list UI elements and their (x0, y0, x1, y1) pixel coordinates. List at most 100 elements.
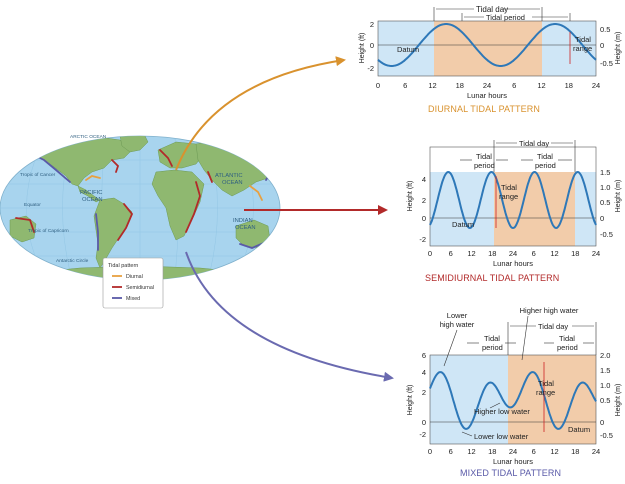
chart-mixed: Lower high water Higher high water Tidal… (407, 306, 622, 466)
diurnal-label-range-2: range (573, 44, 592, 53)
map-legend: Tidal pattern Diurnal Semidiurnal Mixed (102, 257, 164, 309)
semidiurnal-coast-redsea (207, 171, 213, 183)
mixed-xtick: 0 (428, 447, 432, 456)
mixed-label-lhw-1: Lower (447, 311, 468, 320)
map-label-indian-2: OCEAN (235, 225, 256, 231)
diurnal-xtick: 0 (376, 81, 380, 90)
diurnal-xtick: 12 (537, 81, 545, 90)
mixed-llw-pointer (461, 431, 473, 437)
semidiurnal-tide-curve (429, 170, 597, 230)
africa (151, 169, 205, 241)
semidiurnal-ylabel-right: Height (m) (615, 180, 622, 213)
mixed-ytick-right: 2.0 (600, 351, 610, 360)
caption-semidiurnal: SEMIDIURNAL TIDAL PATTERN (425, 273, 560, 283)
mixed-xtick: 24 (592, 447, 600, 456)
semidiurnal-label-tidal-day: Tidal day (519, 139, 549, 148)
semidiurnal-xtick: 24 (592, 249, 600, 258)
semidiurnal-band-middle (494, 172, 575, 246)
diurnal-coast-gulf (85, 175, 101, 181)
chart-diurnal: Tidal day Tidal period Tidal range Datum… (359, 5, 622, 100)
mixed-label-period2-a: Tidal (559, 334, 575, 343)
mixed-ylabel-left: Height (ft) (407, 385, 414, 416)
map-coastline-tides (15, 149, 274, 251)
semidiurnal-label-range-2: range (499, 192, 518, 201)
semidiurnal-ytick-right: 0.5 (600, 198, 610, 207)
mixed-label-period2-b: period (557, 343, 578, 352)
semidiurnal-label-range-1: Tidal (501, 183, 517, 192)
mixed-label-hlw: Higher low water (474, 407, 530, 416)
diurnal-xtick: 18 (456, 81, 464, 90)
semidiurnal-xtick: 0 (428, 249, 432, 258)
diurnal-ytick-right: 0.5 (600, 25, 610, 34)
semidiurnal-band-right (575, 172, 596, 246)
semidiurnal-label-period2-a: Tidal (537, 152, 553, 161)
mixed-label-datum: Datum (568, 425, 590, 434)
mixed-tide-curve (429, 371, 597, 430)
map-label-pacific-1: PACIFIC (80, 190, 102, 196)
caption-mixed: MIXED TIDAL PATTERN (460, 468, 562, 478)
diurnal-xtick: 12 (428, 81, 436, 90)
map-label-indian-1: INDIAN (233, 218, 253, 224)
arrow-to-mixed (185, 251, 394, 382)
diurnal-label-tidal-period: Tidal period (486, 13, 525, 22)
diurnal-band-left (378, 21, 434, 76)
diurnal-label-datum: Datum (397, 45, 419, 54)
world-map: ARCTIC OCEAN ATLANTIC OCEAN PACIFIC OCEA… (0, 134, 281, 309)
diurnal-ytick-left: 0 (370, 41, 374, 50)
mixed-label-tidal-day: Tidal day (538, 322, 568, 331)
mixed-ytick-right: 1.0 (600, 381, 610, 390)
map-label-atlantic-1: ATLANTIC (215, 173, 243, 179)
mixed-label-period1-b: period (482, 343, 503, 352)
mixed-band-right (508, 355, 596, 444)
diurnal-xtick: 24 (592, 81, 600, 90)
mixed-label-range-1: Tidal (538, 379, 554, 388)
semidiurnal-xtick: 6 (532, 249, 536, 258)
semidiurnal-xtick: 18 (571, 249, 579, 258)
mixed-ytick-left: -2 (419, 430, 426, 439)
diurnal-xtick: 24 (483, 81, 491, 90)
mixed-hhw-pointer (521, 315, 529, 361)
caption-diurnal: DIURNAL TIDAL PATTERN (428, 104, 540, 114)
mixed-xtick: 18 (571, 447, 579, 456)
mixed-xtick: 6 (532, 447, 536, 456)
diurnal-ylabel-right: Height (m) (615, 32, 622, 65)
semidiurnal-ytick-left: 4 (422, 175, 426, 184)
diurnal-xtick: 18 (565, 81, 573, 90)
semidiurnal-ytick-right: 1.5 (600, 168, 610, 177)
legend-title: Tidal pattern (108, 263, 138, 269)
semidiurnal-label-datum: Datum (452, 220, 474, 229)
map-labels: ARCTIC OCEAN ATLANTIC OCEAN PACIFIC OCEA… (20, 134, 256, 264)
mixed-xtick: 24 (509, 447, 517, 456)
mixed-ytick-left: 6 (422, 351, 426, 360)
diurnal-ylabel-left: Height (ft) (359, 33, 366, 64)
semidiurnal-ylabel-left: Height (ft) (407, 181, 414, 212)
mixed-ytick-left: 4 (422, 368, 426, 377)
mixed-ytick-right: 0 (600, 418, 604, 427)
legend-label-semidiurnal: Semidiurnal (126, 285, 154, 291)
semidiurnal-coast-australia (15, 217, 35, 233)
mixed-ylabel-right: Height (m) (615, 384, 622, 417)
semidiurnal-label-period1-b: period (474, 161, 495, 170)
diurnal-xtick: 6 (403, 81, 407, 90)
legend-label-diurnal: Diurnal (126, 274, 143, 280)
semidiurnal-label-period1-a: Tidal (476, 152, 492, 161)
map-label-atlantic-2: OCEAN (222, 180, 243, 186)
semidiurnal-xtick: 12 (467, 249, 475, 258)
mixed-xtick: 18 (488, 447, 496, 456)
map-label-arctic: ARCTIC OCEAN (70, 134, 107, 140)
semidiurnal-xtick: 18 (488, 249, 496, 258)
mixed-coast-samerica (95, 213, 99, 251)
semidiurnal-ytick-right: -0.5 (600, 230, 613, 239)
semidiurnal-coast-samerica (117, 203, 134, 241)
semidiurnal-ytick-right: 1.0 (600, 183, 610, 192)
diurnal-label-tidal-day: Tidal day (476, 5, 508, 14)
semidiurnal-coast-africa (185, 181, 201, 233)
map-label-capricorn: Tropic of Capricorn (28, 228, 69, 234)
legend-label-mixed: Mixed (126, 296, 140, 302)
greenland (119, 136, 149, 153)
